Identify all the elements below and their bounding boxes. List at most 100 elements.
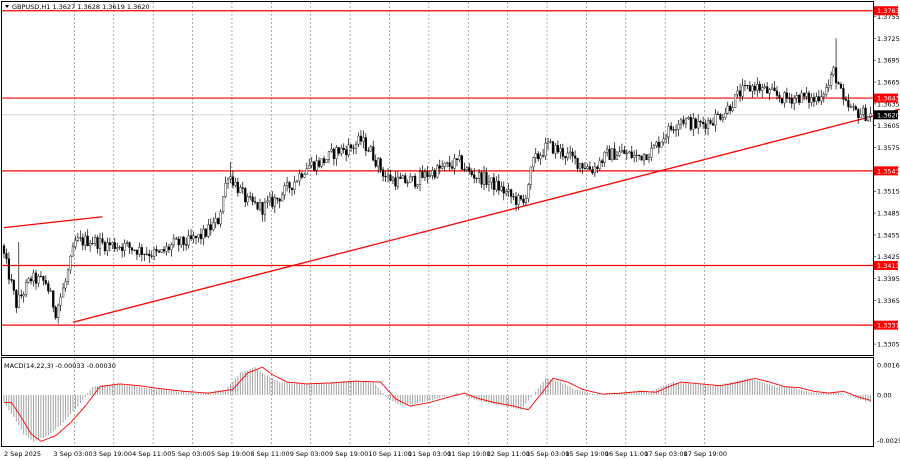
candle-body bbox=[382, 169, 385, 177]
candle-body bbox=[775, 90, 779, 96]
time-label: 2 Sep 2025 bbox=[4, 450, 41, 458]
candle-body bbox=[369, 146, 372, 152]
candle-body bbox=[578, 163, 582, 169]
candle-body bbox=[448, 162, 451, 167]
price-label: 1.3395 bbox=[877, 275, 900, 283]
candle-body bbox=[189, 235, 193, 239]
candle-body bbox=[276, 197, 279, 200]
level-price-label: 1.3413 bbox=[877, 262, 900, 270]
candle-body bbox=[601, 160, 604, 163]
time-label: 3 Sep 19:00 bbox=[93, 450, 132, 458]
candle-body bbox=[682, 119, 685, 124]
candle-body bbox=[15, 290, 18, 308]
candle-body bbox=[571, 151, 574, 157]
candle-body bbox=[704, 123, 707, 129]
trendlines bbox=[3, 108, 900, 323]
candle-body bbox=[576, 157, 579, 169]
candle-body bbox=[606, 148, 609, 153]
price-label: 1.3605 bbox=[877, 122, 900, 130]
candle-body bbox=[697, 121, 700, 129]
candle-body bbox=[500, 186, 503, 191]
candle-body bbox=[490, 177, 493, 183]
time-label: 17 Sep 19:00 bbox=[684, 450, 727, 458]
candle-body bbox=[810, 97, 813, 103]
time-label: 12 Sep 11:00 bbox=[487, 450, 530, 458]
collapse-triangle-icon[interactable] bbox=[5, 5, 9, 8]
trendline bbox=[72, 108, 900, 323]
candle-body bbox=[182, 236, 185, 245]
candle-body bbox=[743, 85, 747, 87]
candle-body bbox=[404, 175, 407, 184]
candle-body bbox=[625, 152, 628, 155]
candle-body bbox=[103, 242, 107, 252]
candle-body bbox=[133, 249, 136, 251]
candle-body bbox=[111, 242, 114, 246]
candle-body bbox=[98, 238, 102, 249]
candle-body bbox=[93, 237, 97, 244]
candle-body bbox=[165, 246, 168, 252]
candle-body bbox=[64, 281, 67, 289]
candle-body bbox=[790, 98, 793, 104]
candle-body bbox=[807, 92, 811, 103]
candle-body bbox=[822, 94, 825, 97]
candle-body bbox=[724, 113, 727, 118]
candle-body bbox=[674, 129, 678, 131]
candle-body bbox=[27, 278, 30, 283]
candle-body bbox=[76, 237, 79, 241]
candle-body bbox=[433, 170, 436, 178]
candle-body bbox=[514, 196, 518, 205]
candle-body bbox=[175, 238, 178, 240]
candle-body bbox=[281, 194, 284, 202]
candle-body bbox=[830, 74, 833, 86]
candle-body bbox=[266, 200, 269, 203]
candle-body bbox=[209, 224, 212, 231]
candle-body bbox=[330, 148, 333, 152]
candle-body bbox=[517, 195, 520, 205]
level-price-label: 1.3643 bbox=[877, 95, 900, 103]
candle-body bbox=[798, 95, 801, 103]
macd-indicator bbox=[3, 366, 871, 442]
candle-body bbox=[687, 117, 690, 120]
candle-body bbox=[219, 211, 222, 225]
candle-body bbox=[293, 181, 296, 190]
candle-body bbox=[857, 109, 860, 118]
candle-body bbox=[138, 247, 141, 255]
candle-body bbox=[709, 120, 712, 124]
candle-body bbox=[177, 238, 180, 246]
candle-body bbox=[258, 202, 262, 210]
candle-body bbox=[214, 218, 217, 223]
candle-body bbox=[559, 148, 562, 153]
candlesticks bbox=[2, 38, 872, 324]
time-label: 4 Sep 11:00 bbox=[132, 450, 171, 458]
candle-body bbox=[475, 177, 478, 179]
candle-body bbox=[389, 174, 392, 181]
candle-body bbox=[357, 135, 360, 145]
candle-body bbox=[711, 123, 715, 126]
candle-body bbox=[47, 283, 50, 292]
level-price-box bbox=[874, 166, 898, 176]
candle-body bbox=[37, 276, 40, 284]
candle-body bbox=[480, 172, 483, 185]
candle-body bbox=[505, 191, 508, 194]
time-label: 15 Sep 03:00 bbox=[526, 450, 569, 458]
candle-body bbox=[172, 238, 175, 246]
candle-body bbox=[128, 242, 131, 248]
candle-body bbox=[436, 165, 439, 178]
candle-body bbox=[185, 244, 188, 246]
price-label: 1.3575 bbox=[877, 144, 900, 152]
candle-body bbox=[487, 181, 491, 185]
level-price-label: 1.3543 bbox=[877, 167, 900, 175]
candle-body bbox=[815, 96, 818, 102]
candle-body bbox=[145, 253, 148, 255]
candle-body bbox=[667, 125, 670, 138]
candle-body bbox=[244, 188, 247, 203]
time-label: 17 Sep 03:00 bbox=[644, 450, 687, 458]
macd-scale-label: -0.00258 bbox=[877, 437, 900, 445]
candle-body bbox=[153, 249, 156, 257]
candle-body bbox=[148, 253, 151, 257]
candle-body bbox=[635, 154, 638, 156]
candle-body bbox=[192, 235, 195, 239]
candle-body bbox=[325, 159, 328, 163]
